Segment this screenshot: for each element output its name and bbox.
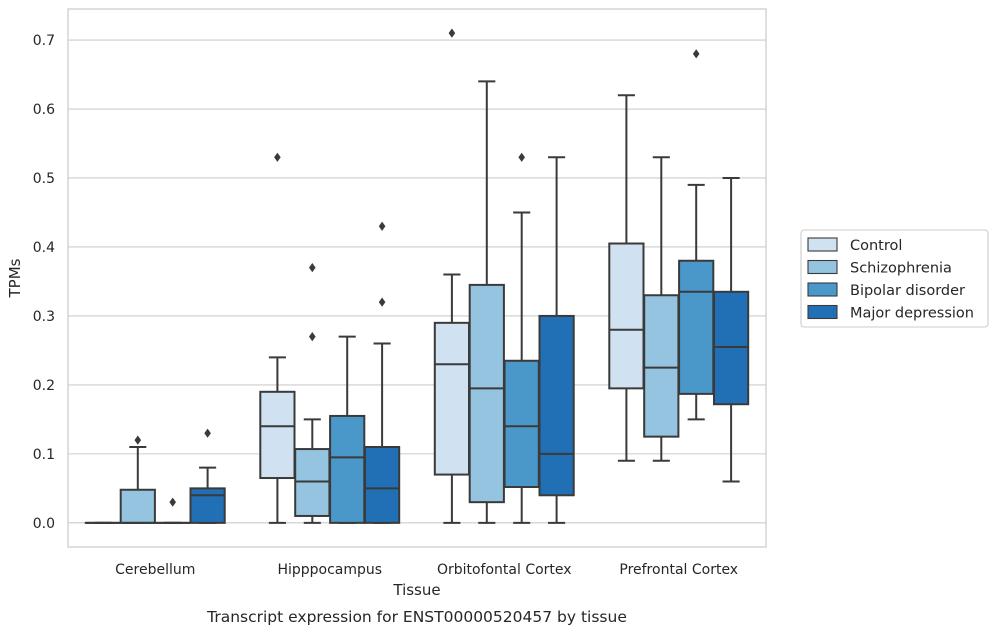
box-body xyxy=(609,244,643,389)
box-body xyxy=(714,292,748,404)
box-body xyxy=(539,316,573,495)
y-tick-label: 0.0 xyxy=(33,516,55,532)
outlier-point xyxy=(169,498,176,507)
y-tick-label: 0.2 xyxy=(33,378,55,394)
box-body xyxy=(330,416,364,523)
box-plot-marks xyxy=(86,29,748,523)
box-3-1 xyxy=(644,157,678,460)
y-axis-ticks: 0.0 0.1 0.2 0.3 0.4 0.5 0.6 0.7 xyxy=(33,33,55,532)
box-body xyxy=(644,295,678,436)
y-tick-label: 0.3 xyxy=(33,309,55,325)
box-body xyxy=(470,285,504,502)
legend-label: Control xyxy=(850,238,902,254)
legend-label: Schizophrenia xyxy=(850,261,952,277)
box-3-2 xyxy=(679,49,713,419)
y-tick-label: 0.5 xyxy=(33,171,55,187)
legend-swatch xyxy=(808,306,837,319)
outlier-point xyxy=(379,298,386,307)
box-body xyxy=(435,323,469,475)
x-tick-label: Cerebellum xyxy=(115,562,195,578)
outlier-point xyxy=(274,153,281,162)
legend-label: Bipolar disorder xyxy=(850,283,965,299)
box-body xyxy=(190,488,224,522)
box-1-2 xyxy=(330,337,364,523)
legend-swatch xyxy=(808,261,837,274)
box-0-3 xyxy=(190,429,224,523)
box-body xyxy=(505,361,539,487)
box-body xyxy=(121,490,155,523)
outlier-point xyxy=(135,435,142,444)
box-3-0 xyxy=(609,95,643,461)
outlier-point xyxy=(693,49,700,58)
figure-caption: Transcript expression for ENST0000052045… xyxy=(206,608,627,626)
box-body xyxy=(295,449,329,516)
box-1-1 xyxy=(295,263,329,523)
box-1-0 xyxy=(260,153,294,523)
outlier-point xyxy=(204,429,211,438)
box-body xyxy=(365,447,399,523)
y-tick-label: 0.4 xyxy=(33,240,55,256)
x-tick-label: Prefrontal Cortex xyxy=(619,562,738,578)
outlier-point xyxy=(518,153,525,162)
outlier-point xyxy=(379,222,386,231)
outlier-point xyxy=(309,332,316,341)
x-tick-label: Hipppocampus xyxy=(277,562,382,578)
box-0-1 xyxy=(121,435,155,522)
y-tick-label: 0.1 xyxy=(33,447,55,463)
box-body xyxy=(260,392,294,478)
legend-label: Major depression xyxy=(850,306,974,322)
box-2-1 xyxy=(470,81,504,522)
box-3-3 xyxy=(714,178,748,481)
x-axis-label: Tissue xyxy=(392,581,440,599)
y-tick-label: 0.6 xyxy=(33,102,55,118)
box-0-2 xyxy=(156,498,190,523)
box-2-0 xyxy=(435,29,469,523)
outlier-point xyxy=(449,29,456,38)
x-axis-ticks: Cerebellum Hipppocampus Orbitofontal Corte… xyxy=(115,562,738,578)
y-axis-label: TPMs xyxy=(6,258,24,298)
legend: Control Schizophrenia Bipolar disorder Majo… xyxy=(801,230,988,327)
x-tick-label: Orbitofontal Cortex xyxy=(437,562,572,578)
y-tick-label: 0.7 xyxy=(33,33,55,49)
legend-swatch xyxy=(808,283,837,296)
box-1-3 xyxy=(365,222,399,523)
box-2-3 xyxy=(539,157,573,523)
outlier-point xyxy=(309,263,316,272)
box-body xyxy=(679,261,713,394)
legend-swatch xyxy=(808,238,837,251)
box-2-2 xyxy=(505,153,539,523)
